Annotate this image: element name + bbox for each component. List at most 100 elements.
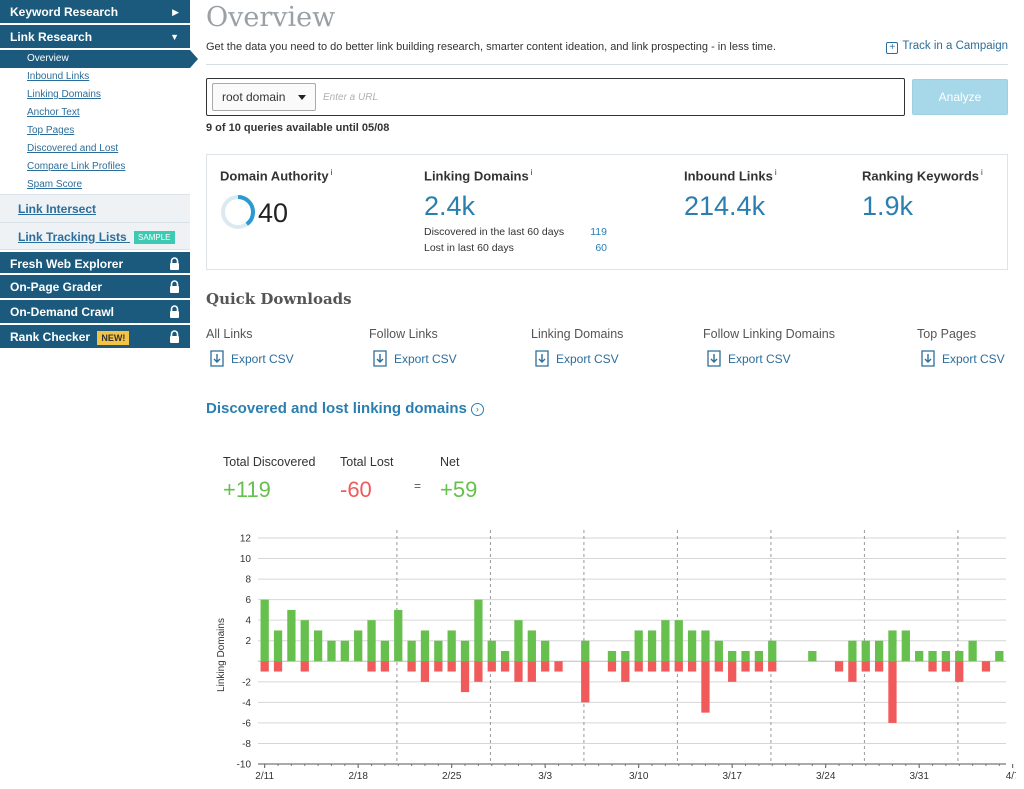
discovered-bar xyxy=(955,651,964,662)
domain-authority-ring xyxy=(221,195,255,229)
info-icon[interactable]: i xyxy=(330,168,333,177)
discovered-bar xyxy=(701,630,710,662)
track-campaign-label: Track in a Campaign xyxy=(902,40,1008,52)
discovered-bar xyxy=(874,640,884,662)
discovered-bar xyxy=(754,651,764,662)
export-csv-button[interactable]: Export CSV xyxy=(703,350,835,367)
discovered-bar xyxy=(714,640,723,662)
y-tick-label: 2 xyxy=(245,636,251,647)
lost-label: Lost in last 60 days xyxy=(424,242,514,255)
scope-select[interactable]: root domain xyxy=(212,83,316,111)
export-csv-button[interactable]: Export CSV xyxy=(917,350,1005,367)
sidebar-item-spam-score[interactable]: Spam Score xyxy=(27,179,83,190)
metric-domain-authority: Domain Authority i 40 xyxy=(220,168,410,229)
discovered-bar xyxy=(541,640,550,662)
sidebar-item-discovered-lost[interactable]: Discovered and Lost xyxy=(27,143,119,154)
nav-link-research[interactable]: Link Research ▼ xyxy=(0,25,190,50)
discovered-bar xyxy=(607,651,617,662)
discovered-bar xyxy=(941,651,951,662)
page-subtitle: Get the data you need to do better link … xyxy=(206,41,776,53)
info-icon[interactable]: i xyxy=(981,168,983,177)
info-icon[interactable]: i xyxy=(530,168,533,177)
sidebar-item-link-tracking-lists[interactable]: Link Tracking Lists SAMPLE xyxy=(0,222,190,250)
download-top-pages: Top Pages Export CSV xyxy=(917,327,1005,367)
sidebar-item-compare-profiles[interactable]: Compare Link Profiles xyxy=(27,161,126,172)
ranking-keywords-label: Ranking Keywords xyxy=(862,168,980,184)
lost-bar xyxy=(848,661,857,682)
analyze-button[interactable]: Analyze xyxy=(912,79,1008,115)
lost-count[interactable]: 60 xyxy=(595,242,607,255)
export-csv-button[interactable]: Export CSV xyxy=(206,350,294,367)
discovered-bar xyxy=(901,630,910,662)
info-icon[interactable]: i xyxy=(774,168,777,177)
lost-bar xyxy=(714,661,723,672)
lost-bar xyxy=(607,661,617,672)
x-tick-label: 2/18 xyxy=(348,771,368,782)
lost-bar xyxy=(541,661,550,672)
net-value: +59 xyxy=(440,477,478,502)
link-research-submenu: Overview Inbound Links Linking Domains A… xyxy=(0,50,198,194)
discovered-bar xyxy=(647,630,657,662)
download-icon xyxy=(535,350,549,367)
discovered-bar xyxy=(928,651,937,662)
y-axis-label: Linking Domains xyxy=(216,618,227,692)
discovered-bar xyxy=(380,640,390,662)
discovered-lost-chart: 12 10 8 6 4 2 -2 -4 -6 -8 -102/11 2/18 2/25 3/3 3/10 3/… xyxy=(216,530,1016,782)
y-tick-label: -8 xyxy=(242,739,251,750)
total-lost: Total Lost -60 xyxy=(340,455,394,503)
lost-bar xyxy=(701,661,710,713)
metric-inbound-links: Inbound Links i 214.4k xyxy=(684,168,777,222)
lost-bar xyxy=(581,661,590,703)
nav-rank-checker-label: Rank Checker xyxy=(10,330,91,344)
nav-keyword-research[interactable]: Keyword Research ▶ xyxy=(0,0,190,25)
discovered-bar xyxy=(808,651,817,662)
nav-on-page-grader[interactable]: On-Page Grader xyxy=(0,275,190,300)
sidebar-item-top-pages[interactable]: Top Pages xyxy=(27,125,75,136)
url-input[interactable] xyxy=(323,85,883,109)
lost-bar xyxy=(754,661,764,672)
new-badge: NEW! xyxy=(97,331,130,345)
export-csv-button[interactable]: Export CSV xyxy=(369,350,457,367)
export-csv-button[interactable]: Export CSV xyxy=(531,350,623,367)
lost-bar xyxy=(741,661,750,672)
total-lost-value: -60 xyxy=(340,477,372,502)
x-tick-label: 3/10 xyxy=(629,771,649,782)
lost-bar xyxy=(474,661,483,682)
x-tick-label: 4/7 xyxy=(1006,771,1016,782)
discovered-bar xyxy=(687,630,697,662)
lost-bar xyxy=(300,661,309,672)
export-csv-label: Export CSV xyxy=(556,351,619,366)
download-label: Linking Domains xyxy=(531,327,624,341)
linking-domains-value: 2.4k xyxy=(424,191,476,222)
lost-bar xyxy=(420,661,430,682)
nav-rank-checker[interactable]: Rank Checker NEW! xyxy=(0,325,190,350)
nav-on-demand-crawl[interactable]: On-Demand Crawl xyxy=(0,300,190,325)
lost-bar xyxy=(380,661,390,672)
sidebar-item-linking-domains[interactable]: Linking Domains xyxy=(27,89,101,100)
y-tick-label: 10 xyxy=(240,554,252,565)
sidebar-item-link-intersect[interactable]: Link Intersect xyxy=(0,194,190,222)
discovered-count[interactable]: 119 xyxy=(590,226,607,239)
lost-bar xyxy=(273,661,283,672)
quick-downloads-heading: Quick Downloads xyxy=(206,290,352,308)
y-tick-label: 6 xyxy=(245,595,251,606)
download-icon xyxy=(373,350,387,367)
lost-bar xyxy=(674,661,683,672)
lost-bar xyxy=(661,661,670,672)
sidebar-item-overview[interactable]: Overview xyxy=(0,50,198,68)
discovered-bar xyxy=(848,640,857,662)
chevron-right-circle-icon[interactable]: › xyxy=(470,403,484,416)
y-tick-label: 8 xyxy=(245,575,251,586)
sidebar-item-inbound-links[interactable]: Inbound Links xyxy=(27,71,90,82)
download-follow-links: Follow Links Export CSV xyxy=(369,327,457,367)
chart-heading[interactable]: Discovered and lost linking domains › xyxy=(206,400,484,417)
y-tick-label: 4 xyxy=(245,616,251,627)
y-tick-label: -10 xyxy=(237,760,252,771)
nav-link-research-label: Link Research xyxy=(10,30,93,44)
nav-fresh-web-explorer[interactable]: Fresh Web Explorer xyxy=(0,250,190,275)
y-tick-label: -4 xyxy=(242,698,251,709)
sidebar-item-anchor-text[interactable]: Anchor Text xyxy=(27,107,80,118)
track-campaign-link[interactable]: + Track in a Campaign xyxy=(886,40,1008,54)
lock-icon xyxy=(170,257,179,270)
lost-bar xyxy=(621,661,630,682)
